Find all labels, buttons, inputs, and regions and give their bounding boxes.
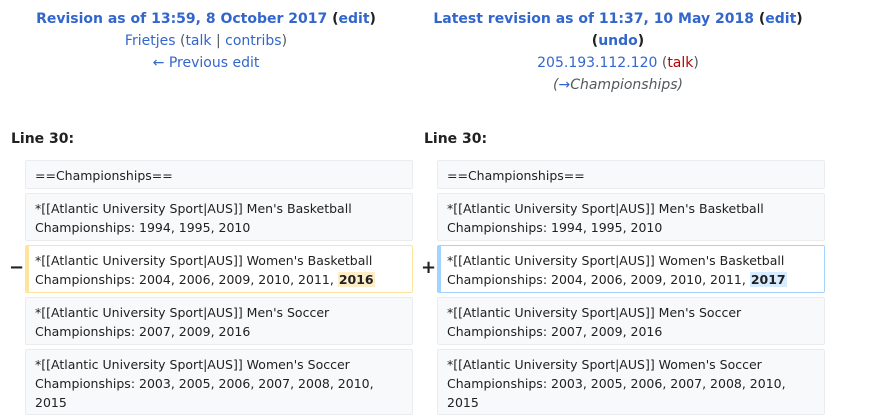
left-talk-link[interactable]: talk [185,33,212,49]
summary-text: Championships [570,77,678,93]
right-edit-link[interactable]: edit [765,11,797,27]
left-user-link[interactable]: Frietjes [124,33,176,49]
left-line-number: Line 30: [11,131,75,147]
plus-marker: + [421,257,437,278]
right-talk-link[interactable]: talk [667,55,694,71]
added-line: *[[Atlantic University Sport|AUS]] Women… [437,245,825,293]
right-revision-header: Latest revision as of 11:37, 10 May 2018… [412,8,824,96]
right-context-line: *[[Atlantic University Sport|AUS]] Women… [437,349,825,415]
right-context-line: *[[Atlantic University Sport|AUS]] Men's… [437,297,825,345]
added-line-text: *[[Atlantic University Sport|AUS]] Women… [447,253,785,287]
left-context-line: *[[Atlantic University Sport|AUS]] Men's… [25,297,413,345]
left-context-line: ==Championships== [25,160,413,189]
right-user-link[interactable]: 205.193.112.120 [537,55,658,71]
deleted-line-text: *[[Atlantic University Sport|AUS]] Women… [35,253,373,287]
undo-link[interactable]: undo [598,33,638,49]
previous-edit-link[interactable]: ← Previous edit [152,55,260,71]
left-edit-link[interactable]: edit [338,11,370,27]
right-context-line: *[[Atlantic University Sport|AUS]] Men's… [437,193,825,241]
edit-summary: (→Championships) [553,77,683,93]
left-revision-header: Revision as of 13:59, 8 October 2017 (ed… [36,11,376,71]
deleted-line: *[[Atlantic University Sport|AUS]] Women… [25,245,413,293]
left-revision-title-link[interactable]: Revision as of 13:59, 8 October 2017 [36,11,328,27]
left-context-line: *[[Atlantic University Sport|AUS]] Women… [25,349,413,415]
summary-section-link[interactable]: → [558,77,571,93]
right-revision-title-link[interactable]: Latest revision as of 11:37, 10 May 2018 [433,11,754,27]
added-value: 2017 [749,272,787,287]
deleted-value: 2016 [337,272,375,287]
left-context-line: *[[Atlantic University Sport|AUS]] Men's… [25,193,413,241]
minus-marker: − [9,257,25,278]
left-contribs-link[interactable]: contribs [225,33,282,49]
right-context-line: ==Championships== [437,160,825,189]
right-line-number: Line 30: [424,131,488,147]
